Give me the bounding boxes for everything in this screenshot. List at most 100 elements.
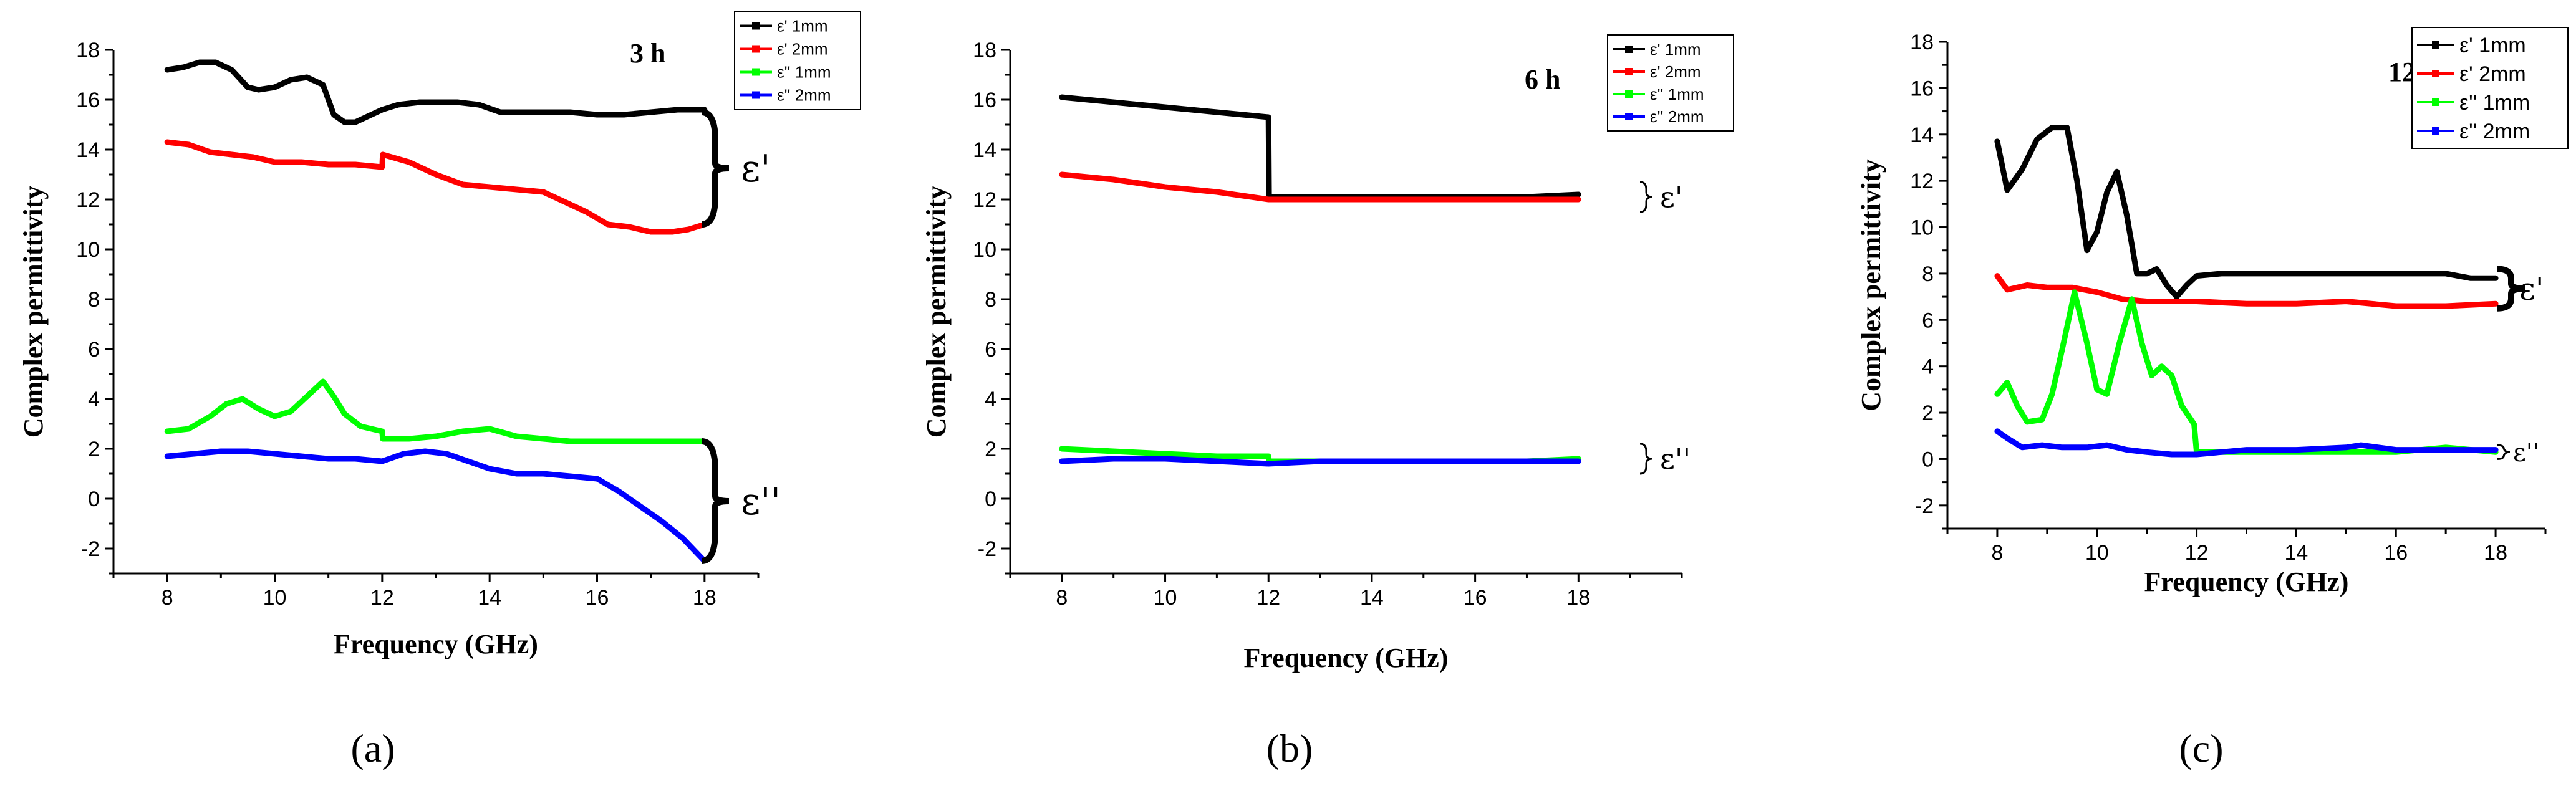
- series-line-2: [1994, 289, 2499, 455]
- y-tick-label: 0: [985, 487, 996, 511]
- legend-swatch-marker: [1625, 113, 1633, 120]
- x-tick-label: 18: [1566, 586, 1590, 610]
- panel-caption: (c): [2179, 726, 2223, 770]
- y-tick-label: 18: [76, 39, 100, 62]
- y-tick-label: 12: [76, 188, 100, 212]
- panel-caption: (a): [350, 726, 395, 770]
- y-tick-label: 8: [1922, 262, 1934, 286]
- group-brace: [1639, 443, 1653, 475]
- legend-swatch-marker: [1625, 68, 1633, 75]
- x-tick-label: 12: [370, 586, 394, 610]
- x-tick-label: 14: [2285, 541, 2308, 565]
- legend-swatch-marker: [2432, 41, 2439, 49]
- y-tick-label: 8: [985, 288, 996, 312]
- y-tick-label: 12: [973, 188, 996, 212]
- group-brace: [2497, 444, 2511, 460]
- group-label: ε': [741, 147, 771, 191]
- y-tick-label: 6: [88, 338, 100, 362]
- y-tick-label: 10: [1910, 216, 1934, 240]
- y-tick-label: 16: [1910, 77, 1934, 100]
- chart-panel-c: -2 0 2 4 6 8 10 12 14 16 18 8 10 12 14 16 18 Frequency (G…: [1856, 27, 2569, 770]
- legend-swatch-marker: [2432, 127, 2439, 135]
- x-axis-title: Frequency (GHz): [2144, 567, 2349, 597]
- y-axis-title: Complex permittivity: [1856, 159, 1886, 411]
- y-tick-label: -2: [1915, 494, 1934, 518]
- legend-swatch-marker: [2432, 70, 2439, 77]
- chart-panel-a: -2 0 2 4 6 8 10 12 14 16 18 8 10 12 14 16 18 Frequency (G…: [18, 11, 861, 770]
- legend-swatch-marker: [1625, 46, 1633, 53]
- x-axis-title: Frequency (GHz): [1244, 643, 1449, 673]
- y-tick-label: 2: [985, 438, 996, 461]
- y-tick-label: 18: [1910, 31, 1934, 54]
- series-line-0: [1994, 125, 2499, 300]
- legend-label: ε' 2mm: [2459, 62, 2526, 86]
- legend-label: ε'' 1mm: [1650, 85, 1704, 103]
- legend-swatch-marker: [752, 22, 760, 30]
- y-tick-label: 10: [973, 238, 996, 262]
- panel-title: 3 h: [630, 38, 665, 69]
- y-tick-label: 8: [88, 288, 100, 312]
- group-brace: [2497, 266, 2525, 312]
- legend-label: ε' 1mm: [1650, 40, 1701, 59]
- legend-label: ε'' 2mm: [777, 86, 831, 105]
- y-tick-label: 6: [985, 338, 996, 362]
- series-line-1: [1994, 273, 2499, 309]
- series-line-3: [1059, 456, 1581, 467]
- x-tick-label: 18: [2484, 541, 2507, 565]
- y-axis-title: Complex permittivity: [18, 186, 49, 438]
- x-tick-label: 12: [1257, 586, 1280, 610]
- y-tick-label: 14: [76, 138, 100, 162]
- group-label: ε'': [2513, 438, 2540, 467]
- x-tick-label: 8: [1056, 586, 1068, 610]
- legend-swatch-marker: [752, 68, 760, 76]
- legend-swatch-marker: [752, 91, 760, 99]
- group-label: ε': [1660, 180, 1682, 214]
- legend-label: ε'' 1mm: [2459, 91, 2530, 115]
- group-brace: [701, 438, 730, 564]
- x-tick-label: 18: [693, 586, 716, 610]
- panel-title: 6 h: [1525, 64, 1560, 95]
- y-tick-label: 14: [1910, 123, 1934, 147]
- series-line-3: [1994, 428, 2499, 458]
- x-tick-label: 8: [1991, 541, 2003, 565]
- y-axis-title: Complex permittivity: [921, 186, 952, 438]
- x-tick-label: 16: [586, 586, 609, 610]
- y-tick-label: 10: [76, 238, 100, 262]
- legend-swatch-marker: [1625, 90, 1633, 98]
- y-tick-label: 18: [973, 39, 996, 62]
- legend-label: ε' 2mm: [1650, 62, 1701, 81]
- group-brace: [701, 109, 730, 228]
- y-tick-label: 2: [1922, 401, 1934, 425]
- x-tick-label: 10: [263, 586, 287, 610]
- legend-label: ε'' 2mm: [1650, 107, 1704, 126]
- x-tick-label: 14: [1360, 586, 1384, 610]
- y-tick-label: 4: [88, 388, 100, 411]
- x-tick-label: 10: [2085, 541, 2109, 565]
- y-tick-label: 4: [985, 388, 996, 411]
- group-label: ε'': [741, 480, 781, 524]
- y-tick-label: 12: [1910, 170, 1934, 193]
- legend-swatch-marker: [752, 45, 760, 53]
- y-tick-label: 4: [1922, 355, 1934, 379]
- y-tick-label: 6: [1922, 309, 1934, 332]
- group-label: ε'': [1660, 442, 1691, 476]
- legend-swatch-marker: [2432, 98, 2439, 106]
- y-tick-label: 16: [76, 89, 100, 112]
- y-tick-label: 16: [973, 89, 996, 112]
- x-tick-label: 12: [2185, 541, 2209, 565]
- chart-panel-b: -2 0 2 4 6 8 10 12 14 16 18 8 10 12 14 16 18 Frequency (G…: [921, 34, 1734, 770]
- panel-caption: (b): [1266, 726, 1313, 770]
- series-line-1: [164, 139, 708, 235]
- y-tick-label: 0: [88, 487, 100, 511]
- group-brace: [1639, 181, 1653, 213]
- x-tick-label: 16: [2384, 541, 2408, 565]
- y-tick-label: 14: [973, 138, 996, 162]
- group-label: ε': [2519, 271, 2544, 307]
- legend-label: ε' 2mm: [777, 40, 828, 59]
- x-tick-label: 8: [162, 586, 173, 610]
- x-tick-label: 14: [478, 586, 501, 610]
- legend-label: ε'' 1mm: [777, 63, 831, 82]
- series-line-1: [1059, 171, 1581, 203]
- series-line-2: [164, 378, 708, 444]
